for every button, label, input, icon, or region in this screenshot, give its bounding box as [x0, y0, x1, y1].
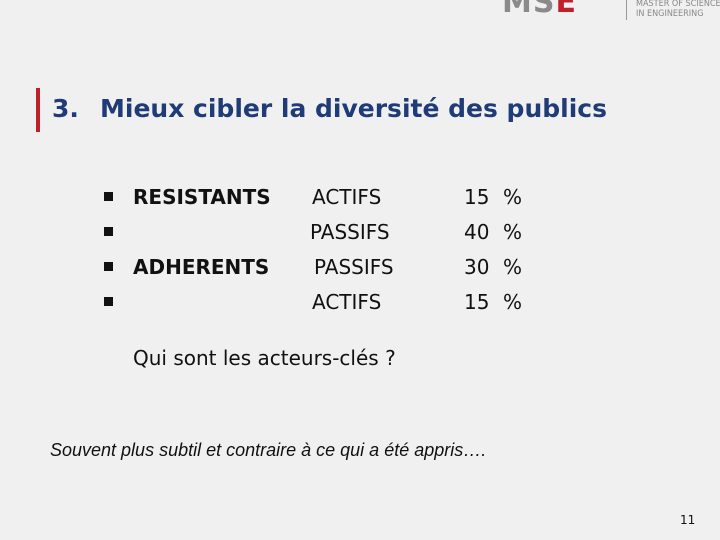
logo-e: E: [555, 0, 577, 20]
mse-logo: MSE MASTER OF SCIENCE IN ENGINEERING: [502, 0, 720, 22]
row-value: 40: [464, 220, 490, 244]
row-type: ACTIFS: [312, 290, 382, 314]
logo-line-2: IN ENGINEERING: [636, 9, 704, 19]
row-group: ADHERENTS: [133, 255, 270, 279]
row-unit: %: [503, 290, 523, 314]
logo-ms: MS: [502, 0, 556, 20]
logo-line-1: MASTER OF SCIENCE: [636, 0, 720, 9]
italic-note: Souvent plus subtil et contraire à ce qu…: [50, 440, 487, 460]
bullet-marker: [104, 192, 113, 201]
row-value: 15: [464, 185, 490, 209]
title-text: Mieux cibler la diversité des publics: [100, 94, 607, 123]
row-unit: %: [503, 185, 523, 209]
row-group: RESISTANTS: [133, 185, 271, 209]
row-type: ACTIFS: [312, 185, 382, 209]
bullet-marker: [104, 297, 113, 306]
row-type: PASSIFS: [310, 220, 390, 244]
logo-divider: [626, 0, 627, 20]
row-type: PASSIFS: [314, 255, 394, 279]
bullet-marker: [104, 262, 113, 271]
row-value: 15: [464, 290, 490, 314]
key-actors-question: Qui sont les acteurs-clés ?: [133, 346, 396, 370]
title-accent-bar: [36, 88, 40, 132]
row-unit: %: [503, 220, 523, 244]
page-number: 11: [680, 513, 696, 527]
logo-caption: MASTER OF SCIENCE IN ENGINEERING: [636, 0, 720, 19]
bullet-marker: [104, 227, 113, 236]
title-number: 3.: [52, 94, 79, 123]
logo-wordmark: MSE: [502, 0, 577, 18]
row-value: 30: [464, 255, 490, 279]
row-unit: %: [503, 255, 523, 279]
slide-title: 3. Mieux cibler la diversité des publics: [52, 94, 607, 123]
